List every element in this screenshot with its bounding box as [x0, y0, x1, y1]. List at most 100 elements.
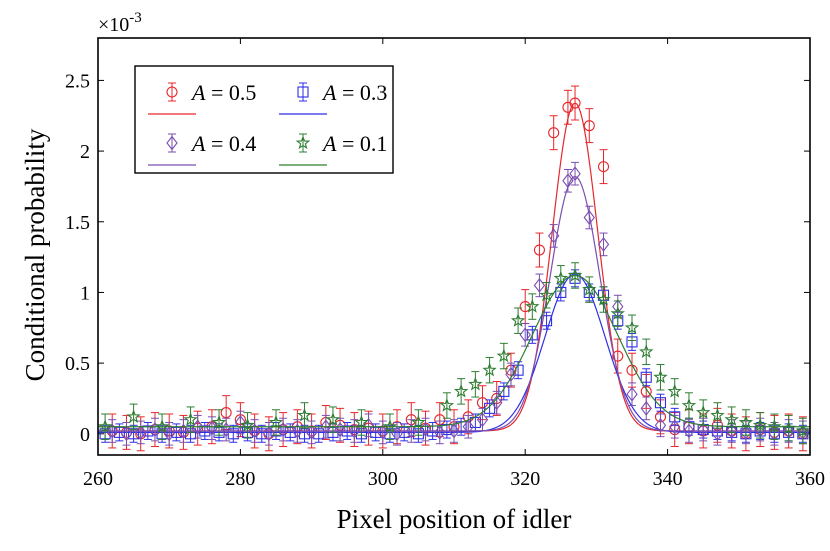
data-point — [126, 409, 141, 423]
legend-symbol: A — [190, 80, 206, 105]
data-point — [377, 424, 389, 440]
data-point — [541, 315, 553, 327]
axis-ticks: 260 280 300 320 340 360 0 0.5 1 1.5 2 2.5 — [65, 38, 825, 490]
data-point — [476, 412, 489, 428]
data-point — [583, 210, 595, 225]
data-point — [667, 383, 682, 398]
data-point — [476, 397, 489, 409]
legend-value: = 0.1 — [336, 131, 387, 156]
data-point — [284, 426, 296, 438]
data-point — [240, 417, 255, 432]
legend: A = 0.5 A = 0.3A = 0.4 A = 0.1 — [134, 65, 394, 174]
data-point — [149, 422, 161, 437]
data-point — [263, 426, 275, 442]
data-point — [220, 407, 232, 419]
data-point — [405, 423, 417, 439]
legend-item-a-01: A = 0.1 — [279, 131, 387, 166]
data-point — [596, 291, 611, 306]
data-point — [669, 419, 681, 435]
data-point — [519, 301, 531, 313]
data-point — [482, 362, 497, 377]
data-point — [612, 350, 624, 362]
data-point — [183, 412, 198, 426]
x-tick-label: 360 — [795, 468, 825, 490]
legend-symbol: A — [321, 131, 337, 156]
legend-item-a-03: A = 0.3 — [279, 80, 387, 115]
x-tick-label: 300 — [368, 468, 398, 490]
data-point — [206, 420, 218, 436]
legend-box — [134, 65, 394, 174]
x-tick-label: 280 — [225, 468, 255, 490]
data-point — [166, 86, 178, 98]
legend-label: A = 0.5 — [190, 80, 256, 105]
x-axis-label: Pixel position of idler — [337, 504, 572, 534]
data-point — [683, 423, 695, 439]
data-point — [724, 412, 739, 426]
data-point — [256, 428, 268, 440]
data-point — [382, 419, 398, 433]
data-point — [752, 417, 768, 432]
data-point — [548, 127, 560, 139]
data-point — [654, 397, 667, 409]
data-point — [697, 422, 709, 437]
data-point — [491, 395, 503, 411]
exponent-base: ×10 — [98, 14, 129, 36]
y-tick-label: 0.5 — [65, 353, 90, 375]
data-point — [398, 426, 410, 438]
data-point — [354, 414, 369, 429]
data-point — [533, 277, 546, 293]
data-point — [97, 419, 113, 433]
data-point — [710, 407, 725, 422]
data-point — [653, 369, 668, 384]
data-point — [569, 166, 581, 182]
data-point — [711, 426, 724, 442]
data-point — [725, 423, 738, 439]
data-point — [453, 383, 469, 398]
data-point — [297, 407, 312, 422]
data-point — [120, 426, 133, 442]
data-point — [268, 414, 284, 429]
data-point — [496, 348, 512, 363]
data-point — [795, 423, 811, 438]
legend-symbol: A — [321, 80, 337, 105]
y-axis-label: Conditional probability — [20, 128, 50, 381]
y-tick-label: 2.5 — [65, 70, 90, 92]
data-point — [624, 320, 640, 334]
data-point — [334, 422, 346, 437]
data-point — [582, 282, 597, 296]
data-point — [468, 376, 483, 391]
data-point — [113, 426, 125, 438]
legend-label: A = 0.1 — [321, 131, 387, 156]
data-point — [740, 424, 752, 440]
legend-value: = 0.3 — [336, 80, 387, 105]
data-point — [640, 371, 652, 383]
data-point — [439, 397, 455, 412]
data-point — [462, 419, 474, 435]
data-point — [553, 270, 569, 285]
data-point — [526, 329, 538, 341]
data-point — [525, 298, 540, 313]
fit-curve-a-04 — [98, 175, 810, 432]
data-point — [597, 161, 610, 173]
data-point — [781, 420, 796, 435]
data-point — [297, 86, 309, 98]
data-point — [177, 423, 190, 439]
data-point — [135, 424, 147, 440]
data-point — [106, 423, 118, 439]
legend-symbol: A — [190, 131, 206, 156]
data-point — [569, 97, 581, 109]
data-point — [597, 236, 610, 252]
data-point — [681, 397, 697, 412]
data-point — [767, 419, 782, 433]
data-point — [298, 428, 311, 440]
x-tick-label: 340 — [653, 468, 683, 490]
legend-value: = 0.5 — [205, 80, 256, 105]
data-point — [166, 135, 178, 151]
data-point — [562, 173, 574, 189]
legend-item-a-04: A = 0.4 — [148, 131, 256, 166]
plot-area — [97, 85, 811, 452]
y-tick-label: 1 — [80, 282, 90, 304]
data-point — [654, 417, 667, 433]
exponent-power: -3 — [129, 10, 142, 26]
